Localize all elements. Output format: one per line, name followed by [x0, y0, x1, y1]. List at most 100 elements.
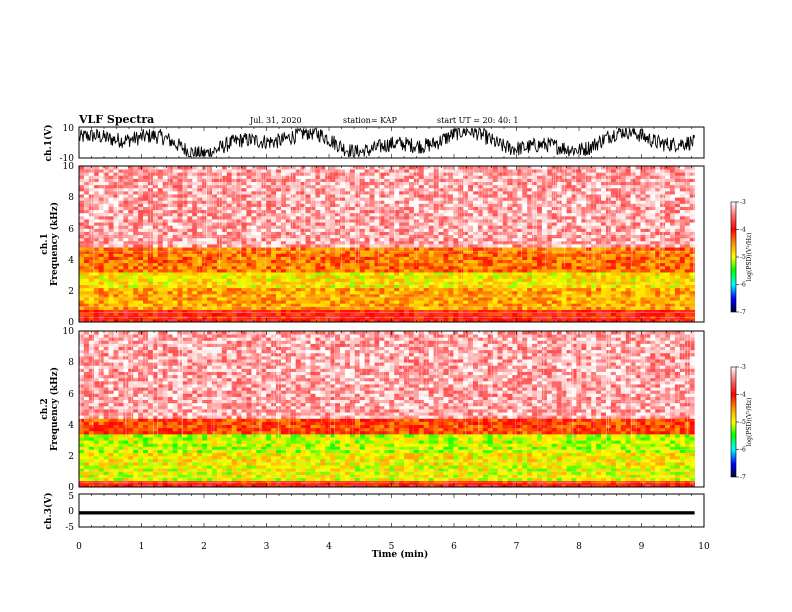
spectrogram-cell: [399, 228, 405, 232]
spectrogram-cell: [320, 284, 326, 289]
spectrogram-cell: [211, 256, 218, 260]
spectrogram-cell: [113, 209, 119, 214]
spectrogram-cell: [83, 237, 90, 242]
spectrogram-cell: [389, 247, 395, 251]
spectrogram-cell: [162, 222, 169, 226]
spectrogram-cell: [172, 225, 178, 229]
spectrogram-cell: [665, 297, 671, 301]
spectrogram-cell: [492, 290, 499, 295]
spectrogram-cell: [197, 253, 203, 257]
spectrogram-cell: [561, 281, 567, 285]
spectrogram-cell: [349, 225, 356, 229]
spectrogram-cell: [280, 231, 287, 236]
spectrogram-cell: [241, 300, 247, 304]
spectrogram-cell: [276, 287, 282, 292]
spectrogram-cell: [601, 287, 607, 292]
spectrogram-cell: [271, 300, 277, 304]
spectrogram-cell: [645, 244, 651, 248]
spectrogram-cell: [133, 303, 139, 307]
spectrogram-cell: [423, 300, 430, 304]
spectrogram-cell: [566, 262, 572, 267]
spectrogram-cell: [433, 293, 439, 298]
spectrogram-cell: [502, 253, 508, 257]
spectrogram-cell: [280, 225, 287, 229]
spectrogram-cell: [335, 253, 341, 257]
spectrogram-cell: [98, 231, 105, 236]
spectrogram-cell: [601, 212, 607, 217]
spectrogram-cell: [79, 212, 85, 217]
spectrogram-cell: [615, 206, 622, 211]
spectrogram-cell: [674, 237, 681, 242]
spectrogram-cell: [443, 297, 449, 301]
spectrogram-cell: [605, 237, 612, 242]
spectrogram-cell: [423, 206, 430, 211]
spectrogram-cell: [246, 265, 252, 270]
spectrogram-cell: [581, 209, 587, 214]
spectrogram-cell: [147, 275, 154, 279]
spectrogram-cell: [482, 200, 489, 204]
spectrogram-cell: [605, 278, 612, 282]
spectrogram-cell: [468, 303, 474, 307]
spectrogram-cell: [576, 281, 582, 285]
spectrogram-cell: [211, 318, 218, 323]
spectrogram-cell: [458, 262, 464, 267]
spectrogram-cell: [374, 300, 380, 304]
spectrogram-cell: [512, 312, 518, 317]
spectrogram-cell: [428, 240, 435, 245]
spectrogram-cell: [576, 206, 582, 211]
spectrogram-cell: [591, 297, 597, 301]
spectrogram-cell: [399, 284, 405, 289]
spectrogram-cell: [192, 215, 198, 220]
spectrogram-cell: [103, 318, 109, 323]
spectrogram-cell: [133, 200, 139, 204]
spectrogram-cell: [340, 200, 346, 204]
spectrogram-cell: [118, 293, 124, 298]
spectrogram-cell: [177, 203, 183, 207]
spectrogram-cell: [448, 219, 454, 223]
spectrogram-cell: [138, 303, 144, 307]
spectrogram-cell: [394, 293, 400, 298]
spectrogram-cell: [605, 284, 612, 289]
spectrogram-cell: [162, 268, 169, 273]
spectrogram-cell: [251, 268, 257, 273]
spectrogram-cell: [79, 272, 85, 276]
spectrogram-cell: [83, 259, 90, 264]
spectrogram-cell: [379, 225, 385, 229]
spectrogram-cell: [566, 300, 572, 304]
spectrogram-cell: [532, 297, 538, 301]
spectrogram-cell: [147, 300, 154, 304]
spectrogram-cell: [379, 293, 385, 298]
spectrogram-cell: [93, 215, 100, 220]
spectrogram-cell: [123, 247, 129, 251]
spectrogram-cell: [487, 309, 494, 314]
spectrogram-cell: [428, 290, 435, 295]
spectrogram-cell: [320, 206, 326, 211]
spectrogram-cell: [325, 272, 331, 276]
spectrogram-cell: [123, 231, 129, 236]
spectrogram-cell: [665, 290, 671, 295]
spectrogram-cell: [571, 244, 577, 248]
spectrogram-cell: [689, 244, 696, 248]
spectrogram-cell: [625, 303, 631, 307]
spectrogram-cell: [689, 303, 696, 307]
spectrogram-cell: [290, 300, 297, 304]
spectrogram-cell: [325, 300, 331, 304]
spectrogram-cell: [399, 244, 405, 248]
spectrogram-cell: [325, 222, 331, 226]
spectrogram-cell: [399, 287, 405, 292]
spectrogram-cell: [477, 222, 484, 226]
spectrogram-cell: [541, 293, 548, 298]
spectrogram-cell: [123, 293, 129, 298]
spectrogram-cell: [576, 312, 582, 317]
spectrogram-cell: [197, 268, 203, 273]
spectrogram-cell: [655, 259, 661, 264]
spectrogram-cell: [468, 253, 474, 257]
spectrogram-cell: [340, 293, 346, 298]
spectrogram-cell: [172, 247, 178, 251]
spectrogram-cell: [79, 290, 85, 295]
spectrogram-cell: [152, 219, 159, 223]
spectrogram-cell: [113, 212, 119, 217]
spectrogram-cell: [340, 209, 346, 214]
spectrogram-cell: [473, 284, 479, 289]
spectrogram-cell: [197, 290, 203, 295]
